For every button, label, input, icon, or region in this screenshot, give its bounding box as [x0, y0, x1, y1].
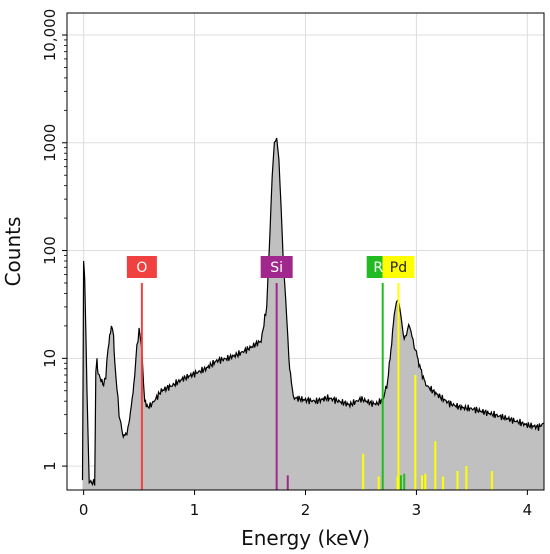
minor-lines-layer [286, 375, 493, 490]
x-axis-label: Energy (keV) [241, 526, 370, 550]
spectrum-layer [81, 137, 545, 490]
y-tick-label: 1 [41, 461, 59, 471]
element-marker-layer: OSiRhPd [126, 256, 415, 490]
axis-layer: 0 1 2 3 4 1 10 100 1000 10,000 [41, 9, 532, 519]
x-tick-label: 4 [523, 501, 533, 519]
marker-label-box-o [126, 256, 157, 278]
x-tick-label: 1 [190, 501, 200, 519]
y-tick-label: 100 [41, 236, 59, 265]
y-tick-label: 1000 [41, 124, 59, 162]
y-tick-label: 10,000 [41, 9, 59, 62]
marker-label-o: O [136, 260, 147, 276]
marker-label-box-pd [382, 256, 415, 278]
marker-label-si: Si [270, 260, 283, 276]
x-tick-label: 0 [79, 501, 89, 519]
y-tick-label: 10 [41, 349, 59, 368]
x-tick-label: 2 [301, 501, 311, 519]
marker-label-pd: Pd [390, 260, 407, 276]
x-tick-label: 3 [412, 501, 422, 519]
y-axis-label: Counts [1, 217, 25, 287]
spectrum-area [82, 138, 544, 490]
spectrum-line [81, 137, 545, 487]
marker-label-box-si [260, 256, 293, 278]
